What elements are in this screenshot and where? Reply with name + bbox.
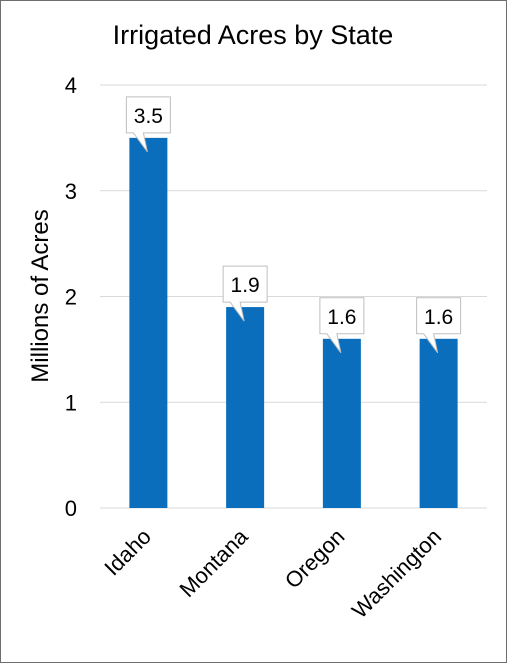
- data-label: 1.6: [424, 306, 453, 329]
- data-label-box: [125, 96, 171, 153]
- data-label: 1.6: [327, 306, 356, 329]
- bars: [129, 137, 458, 508]
- category-label: Montana: [174, 523, 253, 602]
- data-label-callout: 1.6: [319, 297, 365, 354]
- y-tick-label: 1: [65, 390, 77, 415]
- data-label-box: [319, 297, 365, 354]
- y-tick-label: 3: [65, 179, 77, 204]
- category-label: Oregon: [280, 524, 350, 594]
- data-label: 1.9: [231, 274, 260, 297]
- bar: [226, 307, 265, 508]
- category-label: Idaho: [99, 524, 156, 581]
- data-label-callout: 1.9: [222, 265, 268, 322]
- chart-title: Irrigated Acres by State: [113, 20, 394, 50]
- data-label-box: [416, 297, 462, 354]
- y-tick-labels: 0 1 2 3 4: [65, 73, 77, 521]
- y-axis-label: Millions of Acres: [27, 209, 54, 382]
- data-label: 3.5: [134, 105, 163, 128]
- bar: [322, 338, 361, 508]
- data-labels: 3.5 1.9 1.6 1.6: [125, 96, 462, 354]
- data-label-callout: 3.5: [125, 96, 171, 153]
- bar: [129, 137, 168, 508]
- y-tick-label: 4: [65, 73, 77, 98]
- y-tick-label: 2: [65, 285, 77, 310]
- data-label-box: [222, 265, 268, 322]
- category-label: Washington: [347, 524, 446, 623]
- y-tick-label: 0: [65, 496, 77, 521]
- data-label-callout: 1.6: [416, 297, 462, 354]
- bar: [419, 338, 458, 508]
